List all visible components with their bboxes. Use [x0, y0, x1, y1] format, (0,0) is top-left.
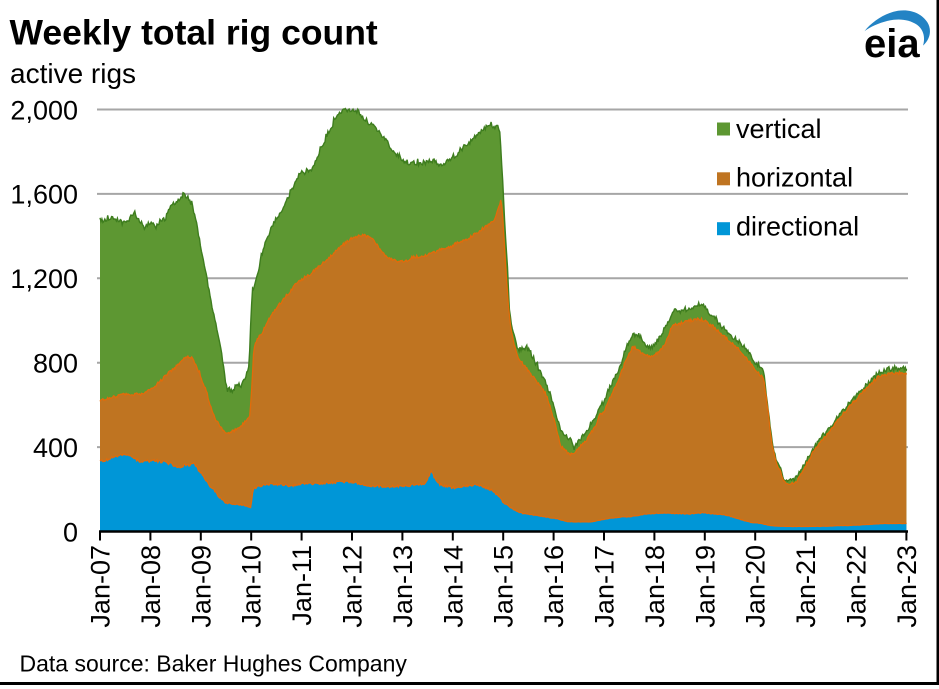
svg-text:active rigs: active rigs — [10, 58, 136, 89]
svg-text:horizontal: horizontal — [736, 163, 853, 193]
svg-text:vertical: vertical — [736, 114, 822, 144]
svg-text:Jan-07: Jan-07 — [86, 545, 116, 628]
svg-text:2,000: 2,000 — [10, 95, 78, 125]
svg-text:Jan-10: Jan-10 — [237, 545, 267, 628]
svg-text:400: 400 — [33, 433, 78, 463]
svg-text:Jan-19: Jan-19 — [690, 545, 720, 628]
svg-text:1,600: 1,600 — [10, 180, 78, 210]
svg-text:Jan-09: Jan-09 — [186, 545, 216, 628]
svg-text:directional: directional — [736, 212, 859, 242]
svg-text:Jan-14: Jan-14 — [438, 545, 468, 628]
svg-text:800: 800 — [33, 349, 78, 379]
svg-text:Jan-22: Jan-22 — [842, 545, 872, 628]
svg-text:Jan-16: Jan-16 — [539, 545, 569, 628]
svg-text:0: 0 — [63, 517, 78, 547]
svg-text:eia: eia — [864, 22, 920, 66]
svg-text:Data source: Baker Hughes Comp: Data source: Baker Hughes Company — [20, 651, 408, 677]
svg-text:1,200: 1,200 — [10, 264, 78, 294]
svg-text:Jan-12: Jan-12 — [338, 545, 368, 628]
svg-text:Jan-15: Jan-15 — [489, 545, 519, 628]
svg-text:Jan-18: Jan-18 — [640, 545, 670, 628]
svg-text:Jan-17: Jan-17 — [590, 545, 620, 628]
svg-text:Jan-13: Jan-13 — [388, 545, 418, 628]
svg-text:Jan-20: Jan-20 — [741, 545, 771, 628]
svg-text:Jan-11: Jan-11 — [287, 545, 317, 626]
svg-text:Weekly total rig count: Weekly total rig count — [10, 12, 378, 52]
svg-text:Jan-23: Jan-23 — [892, 545, 922, 628]
svg-text:Jan-21: Jan-21 — [791, 545, 821, 628]
svg-text:Jan-08: Jan-08 — [136, 545, 166, 628]
